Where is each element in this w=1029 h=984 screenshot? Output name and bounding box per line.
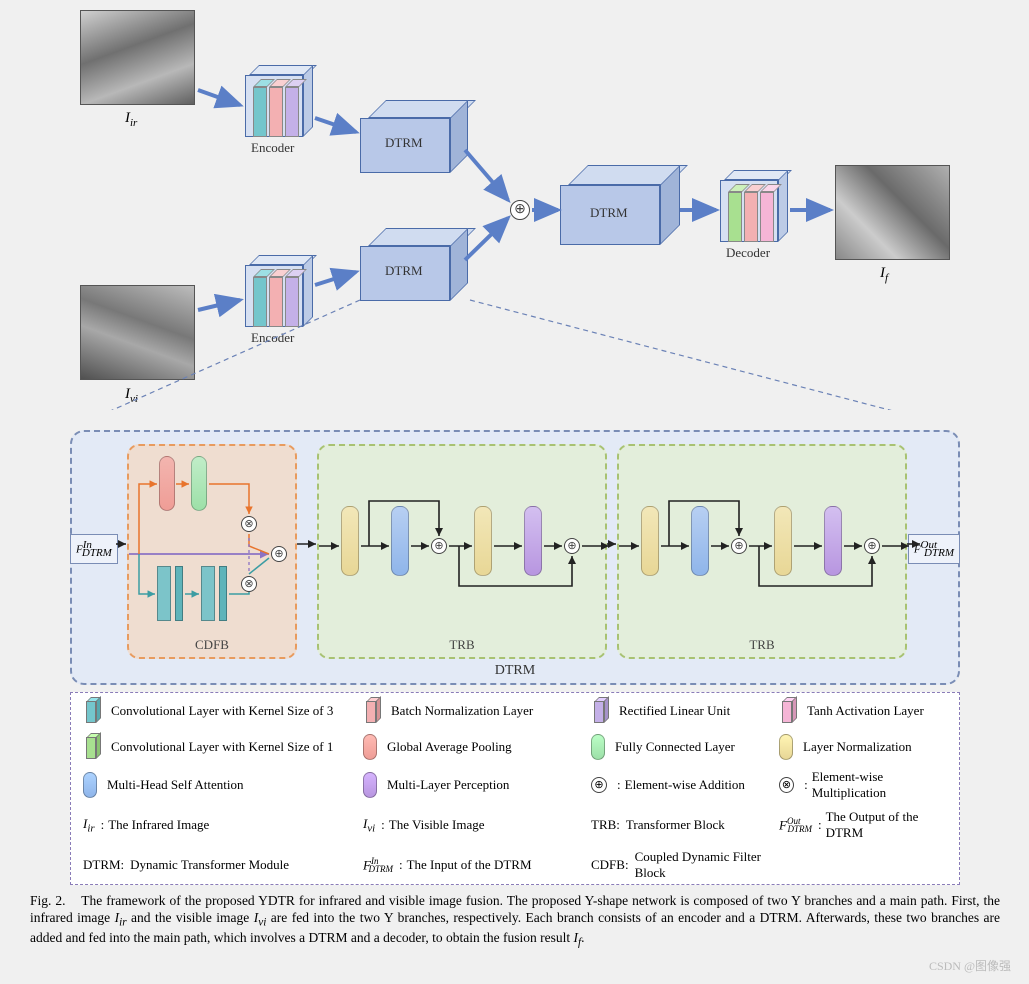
legend-item: Ivi: The Visible Image [363,816,591,835]
mul-op-icon: ⊗ [241,516,257,532]
legend-item: Batch Normalization Layer [363,697,591,725]
cdfb-block: CDFB ⊗ ⊗ ⊕ [127,444,297,659]
legend-item: FOutDTRM: The Output of the DTRM [779,809,959,841]
add-op-icon: ⊕ [510,200,530,220]
watermark: CSDN @图像强 [929,957,1011,974]
legend-item: ⊕: Element-wise Addition [591,777,779,793]
conv-block [201,566,215,621]
legend-text: Multi-Head Self Attention [107,777,243,793]
legend-text: Rectified Linear Unit [619,703,730,719]
legend-row: DTRM:Dynamic Transformer ModuleFInDTRM: … [71,845,959,885]
legend-shape-pill [779,734,793,760]
legend-shape-3d [83,697,101,725]
encoder-bottom: Encoder [245,255,325,335]
legend-shape-pill [83,772,97,798]
legend-text: Multi-Layer Perception [387,777,509,793]
label-I-ir: Iir [125,110,137,129]
encoder-label: Encoder [251,330,294,346]
legend-item: TRB:Transformer Block [591,817,779,833]
conv-block [157,566,171,621]
trb-block-2: TRB ⊕ ⊕ [617,444,907,659]
fc-pill [191,456,207,511]
legend-item: Iir: The Infrared Image [83,816,363,835]
F-out-label: FOutDTRM [908,534,960,564]
figure-caption: Fig. 2. The framework of the proposed YD… [30,893,1000,949]
legend-text: The Input of the DTRM [407,857,532,873]
legend-text: Tanh Activation Layer [807,703,924,719]
gap-pill [159,456,175,511]
legend-row: Convolutional Layer with Kernel Size of … [71,693,959,729]
legend-item: Layer Normalization [779,734,959,760]
legend-item: DTRM:Dynamic Transformer Module [83,857,363,873]
legend-shape-3d [779,697,797,725]
decoder-label: Decoder [726,245,770,261]
fused-image [835,165,950,260]
legend-item: Convolutional Layer with Kernel Size of … [83,697,363,725]
page: Iir Ivi If [0,0,1029,984]
legend-text: Element-wise Addition [625,777,745,793]
add-op-icon: ⊕ [271,546,287,562]
legend-item: Tanh Activation Layer [779,697,959,725]
legend-shape-pill [363,734,377,760]
legend-shape-3d [591,697,609,725]
legend-text: The Infrared Image [108,817,209,833]
legend-shape-pill [591,734,605,760]
legend-text: Convolutional Layer with Kernel Size of … [111,703,333,719]
y-shape-diagram: Iir Ivi If [60,10,970,405]
legend-text: Batch Normalization Layer [391,703,533,719]
dtrm-label: DTRM [495,663,535,679]
legend-shape-circle: ⊕ [591,777,607,793]
legend-shape-circle: ⊗ [779,777,794,793]
legend-item: FInDTRM: The Input of the DTRM [363,856,591,875]
encoder-label: Encoder [251,140,294,156]
legend-text: The Output of the DTRM [826,809,951,841]
legend-text: Convolutional Layer with Kernel Size of … [111,739,333,755]
legend-text: Coupled Dynamic Filter Block [635,849,771,881]
legend-text: Element-wise Multiplication [812,769,951,801]
legend-text: Dynamic Transformer Module [130,857,289,873]
legend-text: The Visible Image [389,817,485,833]
legend-shape-3d [363,697,381,725]
legend-item: Rectified Linear Unit [591,697,779,725]
legend-shape-3d [83,733,101,761]
legend-item: Convolutional Layer with Kernel Size of … [83,733,363,761]
visible-image [80,285,195,380]
dtrm-detail-box: FInDTRM FOutDTRM CDFB ⊗ ⊗ ⊕ [70,430,960,685]
mul-op-icon: ⊗ [241,576,257,592]
label-I-vi: Ivi [125,386,138,405]
legend-text: Transformer Block [626,817,725,833]
legend-row: Iir: The Infrared ImageIvi: The Visible … [71,805,959,845]
trb-block-1: TRB ⊕ ⊕ [317,444,607,659]
encoder-top: Encoder [245,65,325,145]
legend-item: CDFB:Coupled Dynamic Filter Block [591,849,779,881]
legend-text: Global Average Pooling [387,739,512,755]
label-I-f: If [880,265,888,284]
legend-item: ⊗: Element-wise Multiplication [779,769,959,801]
legend-text: Fully Connected Layer [615,739,735,755]
conv-block [219,566,227,621]
F-in-label: FInDTRM [70,534,118,564]
decoder: Decoder [720,170,800,250]
legend-box: Convolutional Layer with Kernel Size of … [70,692,960,885]
legend-text: Layer Normalization [803,739,912,755]
legend-item: Multi-Head Self Attention [83,772,363,798]
infrared-image [80,10,195,105]
legend-item: Global Average Pooling [363,734,591,760]
legend-item: Fully Connected Layer [591,734,779,760]
legend-row: Multi-Head Self Attention Multi-Layer Per… [71,765,959,805]
legend-item: Multi-Layer Perception [363,772,591,798]
legend-row: Convolutional Layer with Kernel Size of … [71,729,959,765]
conv-block [175,566,183,621]
legend-shape-pill [363,772,377,798]
